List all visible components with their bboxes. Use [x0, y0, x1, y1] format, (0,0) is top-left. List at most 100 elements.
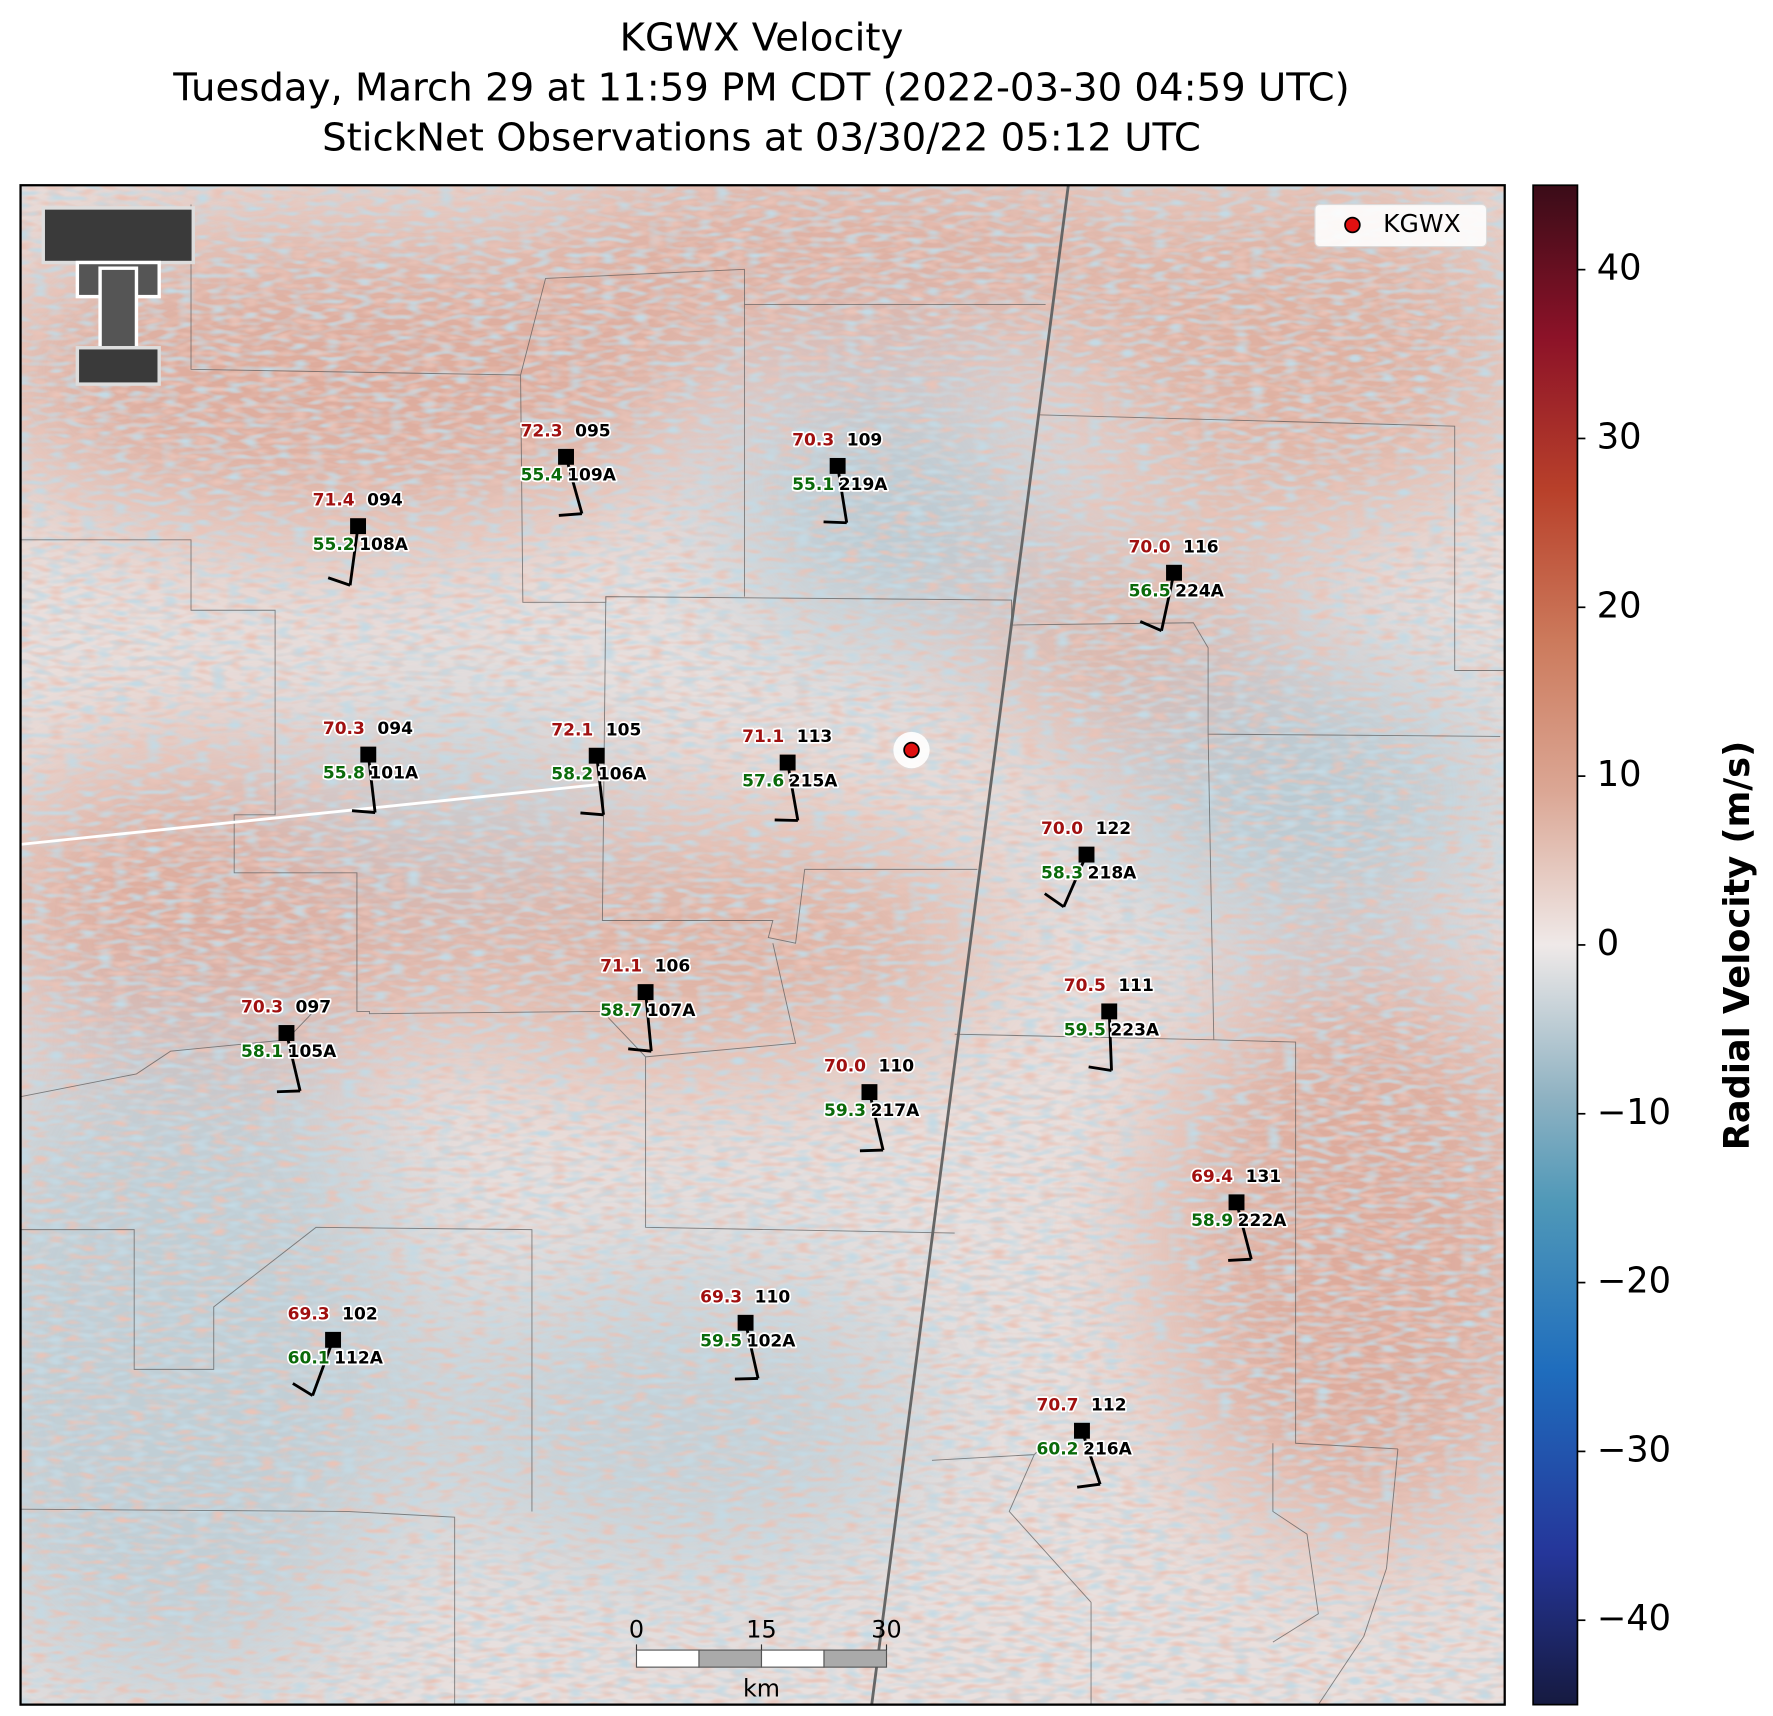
- station-id: 102A: [747, 1332, 797, 1352]
- wind-barb-staff: [836, 465, 849, 523]
- map: [20, 185, 1505, 1705]
- station-code: 116: [1183, 537, 1219, 557]
- station: 69.3 110 59.5 102A: [698, 1286, 798, 1381]
- temperature: 70.0: [824, 1057, 866, 1077]
- station-code: 102: [342, 1304, 378, 1324]
- station-id: 106A: [598, 765, 648, 785]
- station-code: 113: [797, 727, 833, 747]
- radar-site: [903, 741, 920, 759]
- colorbar-label: Radial Velocity (m/s): [1717, 741, 1758, 1150]
- station-marker: [1228, 1194, 1245, 1211]
- station: 71.4 094 55.2 108A: [311, 489, 410, 587]
- wind-barb-flag: [1088, 1065, 1112, 1072]
- station-marker: [588, 747, 605, 764]
- station-code: 111: [1118, 976, 1154, 996]
- wind-barb-staff: [1160, 572, 1176, 632]
- station-code: 106: [655, 957, 691, 977]
- station-id: 224A: [1175, 582, 1225, 602]
- station-marker: [350, 518, 367, 535]
- station-marker: [325, 1331, 342, 1348]
- station-id: 217A: [871, 1101, 921, 1121]
- station: 70.3 094 55.8 101A: [321, 717, 421, 814]
- wind-barb-flag: [580, 811, 604, 817]
- scale-tick-label: 30: [871, 1615, 901, 1643]
- station-id: 223A: [1110, 1020, 1160, 1040]
- station-marker: [558, 448, 574, 465]
- wind-barb-flag: [292, 1382, 314, 1397]
- road: [870, 185, 1070, 1705]
- station-code: 112: [1091, 1395, 1127, 1415]
- dewpoint: 55.4: [521, 466, 563, 486]
- wind-barb-staff: [311, 1339, 335, 1397]
- dewpoint: 59.5: [1064, 1020, 1106, 1040]
- temperature: 70.0: [1041, 819, 1083, 839]
- temperature: 69.4: [1191, 1167, 1233, 1187]
- station-marker: [861, 1084, 878, 1101]
- wind-barb-staff: [348, 525, 360, 586]
- wind-barb-flag: [774, 818, 798, 822]
- wind-barb-flag: [1228, 1257, 1252, 1262]
- station-code: 110: [755, 1287, 791, 1307]
- scale-tick-label: 15: [746, 1615, 776, 1643]
- station-id: 112A: [334, 1349, 384, 1369]
- station-code: 097: [296, 998, 332, 1018]
- wind-barb-staff: [285, 1032, 302, 1092]
- temperature: 70.7: [1037, 1395, 1079, 1415]
- legend: KGWX: [1314, 203, 1488, 248]
- wind-barb-flag: [1043, 892, 1065, 909]
- colorbar-tick-label: −20: [1597, 1261, 1671, 1302]
- station-code: 122: [1096, 819, 1132, 839]
- station-marker: [278, 1025, 295, 1041]
- station-id: 222A: [1238, 1211, 1288, 1231]
- station-code: 095: [575, 421, 611, 441]
- temperature: 72.1: [551, 720, 593, 740]
- wind-barb-staff: [1062, 854, 1088, 908]
- station: 69.3 102 60.1 112A: [286, 1303, 385, 1397]
- dewpoint: 58.2: [551, 765, 593, 785]
- station-code: 109: [847, 430, 883, 450]
- wind-barb-flag: [823, 520, 847, 525]
- station-marker: [737, 1314, 754, 1331]
- station-code: 094: [377, 719, 413, 739]
- wind-barb-flag: [1139, 620, 1163, 633]
- wind-barb-flag: [1076, 1482, 1101, 1489]
- colorbar-tick-label: 40: [1597, 248, 1642, 289]
- station-id: 107A: [647, 1001, 697, 1021]
- wind-barb-flag: [558, 512, 583, 517]
- wind-barb-staff: [644, 991, 653, 1052]
- scale-segment: [635, 1649, 700, 1668]
- station: 72.1 105 58.2 106A: [550, 719, 649, 817]
- dewpoint: 60.1: [288, 1349, 330, 1369]
- dewpoint: 60.2: [1037, 1440, 1079, 1460]
- wind-barb-staff: [786, 762, 800, 821]
- station: 69.4 131 58.9 222A: [1189, 1165, 1289, 1262]
- colorbar-tick-label: −40: [1597, 1598, 1671, 1639]
- subtitle: Tuesday, March 29 at 11:59 PM CDT (2022-…: [172, 65, 1349, 110]
- temperature: 71.1: [600, 957, 642, 977]
- temperature: 72.3: [521, 421, 563, 441]
- station: 71.1 106 58.7 107A: [598, 955, 698, 1053]
- station: 70.0 122 58.3 218A: [1039, 817, 1139, 909]
- dewpoint: 55.8: [323, 763, 365, 783]
- station-marker: [637, 984, 654, 1001]
- scale-unit: km: [743, 1674, 780, 1702]
- dewpoint: 58.9: [1191, 1211, 1233, 1231]
- wind-barb-staff: [564, 456, 584, 515]
- dewpoint: 59.3: [824, 1101, 866, 1121]
- station-id: 215A: [789, 771, 839, 791]
- scale-bar: 0 15 30 km: [629, 1615, 902, 1702]
- dewpoint: 58.1: [241, 1042, 283, 1062]
- station-marker: [1078, 846, 1095, 863]
- colorbar-tick-label: −30: [1597, 1429, 1671, 1470]
- station-id: 219A: [839, 475, 889, 495]
- wind-barb-staff: [366, 754, 377, 813]
- wind-barb-flag: [351, 809, 376, 814]
- colorbar-ticks: −40 −30 −20 −10 0 10 20 30 40: [1577, 248, 1671, 1639]
- temperature: 70.3: [323, 719, 365, 739]
- temperature: 71.1: [742, 727, 784, 747]
- wind-barb-staff: [1107, 1011, 1113, 1071]
- station-id: 101A: [369, 763, 419, 783]
- station-id: 216A: [1083, 1440, 1133, 1460]
- station-marker: [1101, 1003, 1118, 1020]
